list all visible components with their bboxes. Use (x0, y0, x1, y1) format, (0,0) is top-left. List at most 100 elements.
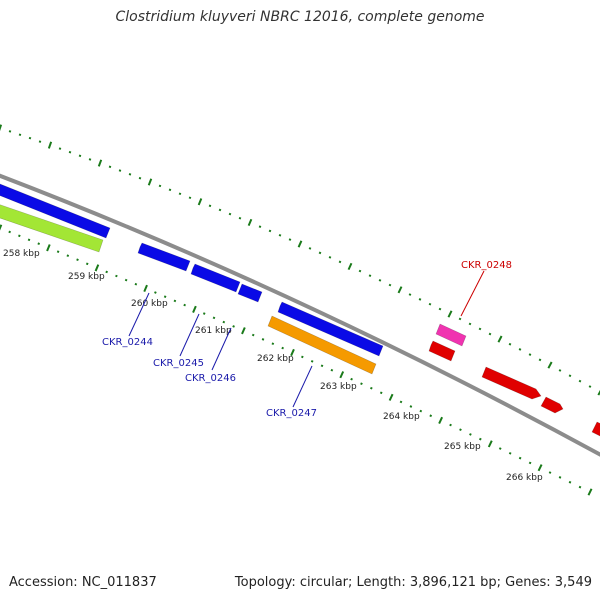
major-tick (197, 198, 203, 206)
gene-arrow[interactable] (481, 366, 542, 400)
major-tick (447, 310, 453, 318)
minor-tick (320, 364, 324, 368)
kbp-label: 261 kbp (195, 326, 232, 336)
minor-tick (518, 348, 522, 351)
minor-tick (378, 279, 382, 282)
kbp-label: 262 kbp (257, 354, 294, 364)
minor-tick (449, 423, 452, 427)
minor-tick (271, 342, 275, 346)
minor-tick (68, 150, 72, 154)
gene-label-ckr-0248[interactable]: CKR_0248 (461, 260, 512, 271)
minor-tick (168, 188, 172, 192)
gene-arrow[interactable] (0, 182, 111, 239)
gene-arrow[interactable] (267, 315, 377, 375)
minor-tick (154, 291, 157, 294)
minor-tick (358, 269, 362, 273)
major-tick (547, 361, 553, 369)
major-tick (347, 262, 353, 271)
minor-tick (538, 358, 542, 362)
minor-tick (350, 377, 353, 381)
minor-tick (37, 242, 41, 246)
minor-tick (438, 307, 442, 311)
major-tick (339, 371, 345, 379)
gene-arrow[interactable] (137, 242, 191, 272)
minor-tick (8, 130, 12, 133)
minor-tick (258, 225, 262, 228)
major-tick (438, 416, 444, 424)
major-tick (247, 218, 253, 227)
kbp-label: 259 kbp (68, 272, 105, 282)
minor-tick (8, 230, 11, 234)
minor-tick (134, 282, 138, 286)
minor-tick (88, 158, 92, 161)
gene-arrow[interactable] (237, 283, 263, 303)
major-tick (587, 488, 593, 496)
minor-tick (38, 140, 42, 143)
minor-tick (568, 480, 572, 484)
minor-tick (419, 409, 423, 413)
gene-arrow[interactable] (435, 323, 467, 347)
major-tick (47, 141, 53, 149)
minor-tick (105, 270, 108, 274)
minor-tick (208, 204, 212, 208)
minor-tick (459, 428, 462, 432)
kbp-label: 263 kbp (320, 382, 357, 392)
kbp-label: 266 kbp (506, 473, 543, 483)
outer-tick-track (0, 124, 600, 396)
minor-tick (360, 382, 363, 386)
minor-tick (558, 369, 562, 372)
minor-tick (399, 400, 403, 404)
genome-summary-text: Topology: circular; Length: 3,896,121 bp… (234, 575, 592, 590)
minor-tick (108, 165, 112, 169)
minor-tick (368, 274, 372, 277)
minor-tick (568, 374, 572, 378)
minor-tick (379, 391, 383, 395)
gene-arrow[interactable] (540, 396, 564, 414)
gene-arrow[interactable] (428, 340, 456, 362)
minor-tick (388, 283, 392, 287)
minor-tick (115, 274, 118, 278)
minor-tick (458, 317, 462, 321)
gene-track (0, 182, 600, 438)
page-title: Clostridium kluyveri NBRC 12016, complet… (115, 9, 485, 25)
inner-tick-track (0, 224, 593, 496)
major-tick (241, 327, 246, 335)
gene-arrow[interactable] (0, 203, 104, 253)
minor-tick (66, 254, 70, 258)
gene-label-ckr-0245[interactable]: CKR_0245 (153, 358, 204, 369)
gene-label-ckr-0246[interactable]: CKR_0246 (185, 373, 236, 384)
minor-tick (370, 386, 373, 390)
minor-tick (518, 456, 522, 460)
major-tick (397, 286, 403, 294)
minor-tick (85, 262, 89, 266)
major-tick (192, 305, 197, 313)
minor-tick (18, 234, 21, 238)
minor-tick (408, 293, 412, 296)
minor-tick (310, 360, 314, 363)
minor-tick (278, 233, 282, 237)
minor-tick (468, 322, 472, 326)
minor-tick (428, 302, 432, 306)
major-tick (497, 335, 503, 343)
gene-arrow[interactable] (277, 301, 384, 357)
minor-tick (338, 260, 342, 264)
minor-tick (469, 433, 472, 436)
minor-tick (56, 250, 60, 254)
major-tick (487, 440, 493, 448)
minor-tick (498, 447, 502, 450)
minor-tick (232, 325, 235, 328)
minor-tick (308, 247, 312, 250)
minor-tick (318, 251, 322, 255)
kbp-label: 264 kbp (383, 412, 420, 422)
gene-label-ckr-0247[interactable]: CKR_0247 (266, 408, 317, 419)
minor-tick (528, 461, 532, 465)
minor-tick (508, 451, 512, 455)
gene-arrow[interactable] (190, 263, 241, 293)
gene-arrow[interactable] (591, 421, 600, 438)
major-tick (46, 244, 51, 252)
minor-tick (202, 312, 206, 315)
leader-line (211, 327, 232, 371)
minor-tick (58, 147, 62, 150)
gene-label-ckr-0244[interactable]: CKR_0244 (102, 337, 153, 348)
